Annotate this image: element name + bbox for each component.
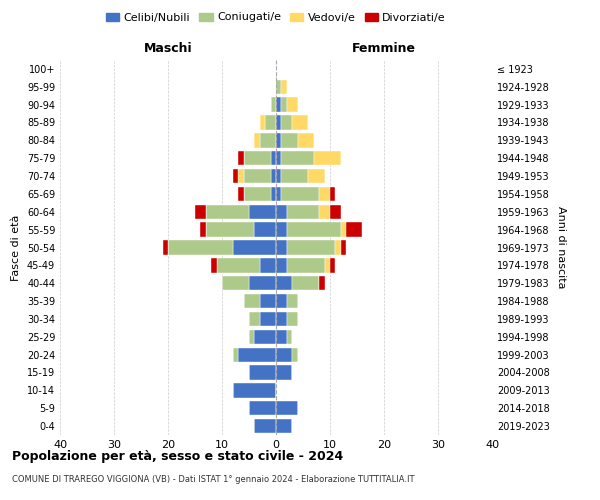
Bar <box>276 258 287 272</box>
Bar <box>335 240 341 254</box>
Bar <box>330 187 335 201</box>
Bar <box>346 222 362 237</box>
Bar <box>249 276 276 290</box>
Bar <box>276 276 292 290</box>
Bar <box>238 187 244 201</box>
Bar <box>292 116 308 130</box>
Bar <box>287 204 319 219</box>
Bar <box>238 348 276 362</box>
Bar <box>276 222 287 237</box>
Bar <box>254 133 260 148</box>
Bar <box>260 294 276 308</box>
Bar <box>244 294 260 308</box>
Bar <box>163 240 168 254</box>
Bar <box>281 133 298 148</box>
Bar <box>319 276 325 290</box>
Bar <box>276 401 298 415</box>
Bar <box>330 204 341 219</box>
Bar <box>249 312 260 326</box>
Bar <box>287 258 325 272</box>
Bar <box>341 222 346 237</box>
Bar <box>276 187 281 201</box>
Bar <box>217 258 260 272</box>
Bar <box>276 330 287 344</box>
Bar <box>254 419 276 433</box>
Bar <box>292 276 319 290</box>
Bar <box>314 151 341 166</box>
Text: Popolazione per età, sesso e stato civile - 2024: Popolazione per età, sesso e stato civil… <box>12 450 343 463</box>
Bar <box>195 204 206 219</box>
Bar <box>276 98 281 112</box>
Bar <box>249 204 276 219</box>
Bar <box>260 116 265 130</box>
Bar <box>281 116 292 130</box>
Bar <box>200 222 206 237</box>
Bar <box>260 258 276 272</box>
Bar <box>319 187 330 201</box>
Bar <box>238 151 244 166</box>
Bar <box>249 401 276 415</box>
Bar <box>308 169 325 183</box>
Bar <box>276 419 292 433</box>
Bar <box>238 169 244 183</box>
Bar <box>206 204 249 219</box>
Bar <box>281 187 319 201</box>
Bar <box>244 169 271 183</box>
Bar <box>244 151 271 166</box>
Bar <box>276 312 287 326</box>
Bar <box>287 98 298 112</box>
Bar <box>271 151 276 166</box>
Bar <box>265 116 276 130</box>
Bar <box>276 294 287 308</box>
Bar <box>206 222 254 237</box>
Y-axis label: Fasce di età: Fasce di età <box>11 214 21 280</box>
Bar <box>271 187 276 201</box>
Bar <box>276 116 281 130</box>
Bar <box>271 169 276 183</box>
Bar <box>249 330 254 344</box>
Bar <box>254 330 276 344</box>
Bar <box>281 151 314 166</box>
Bar <box>211 258 217 272</box>
Text: Maschi: Maschi <box>143 42 193 54</box>
Text: COMUNE DI TRAREGO VIGGIONA (VB) - Dati ISTAT 1° gennaio 2024 - Elaborazione TUTT: COMUNE DI TRAREGO VIGGIONA (VB) - Dati I… <box>12 475 415 484</box>
Bar <box>260 133 276 148</box>
Bar <box>276 133 281 148</box>
Bar <box>330 258 335 272</box>
Bar <box>341 240 346 254</box>
Legend: Celibi/Nubili, Coniugati/e, Vedovi/e, Divorziati/e: Celibi/Nubili, Coniugati/e, Vedovi/e, Di… <box>101 8 451 27</box>
Bar <box>276 204 287 219</box>
Bar <box>276 348 292 362</box>
Bar <box>298 133 314 148</box>
Bar <box>233 383 276 398</box>
Bar <box>281 98 287 112</box>
Bar <box>325 258 330 272</box>
Bar <box>276 366 292 380</box>
Bar <box>287 294 298 308</box>
Bar <box>276 80 281 94</box>
Bar <box>276 169 281 183</box>
Bar <box>287 330 292 344</box>
Bar <box>249 366 276 380</box>
Bar <box>292 348 298 362</box>
Bar <box>271 98 276 112</box>
Bar <box>281 169 308 183</box>
Bar <box>233 240 276 254</box>
Y-axis label: Anni di nascita: Anni di nascita <box>556 206 566 289</box>
Bar <box>319 204 330 219</box>
Bar <box>233 348 238 362</box>
Bar <box>287 240 335 254</box>
Bar <box>287 222 341 237</box>
Bar <box>254 222 276 237</box>
Text: Femmine: Femmine <box>352 42 416 54</box>
Bar <box>168 240 233 254</box>
Bar <box>276 151 281 166</box>
Bar <box>281 80 287 94</box>
Bar <box>233 169 238 183</box>
Bar <box>287 312 298 326</box>
Bar <box>244 187 271 201</box>
Bar <box>276 240 287 254</box>
Bar <box>260 312 276 326</box>
Bar <box>222 276 249 290</box>
